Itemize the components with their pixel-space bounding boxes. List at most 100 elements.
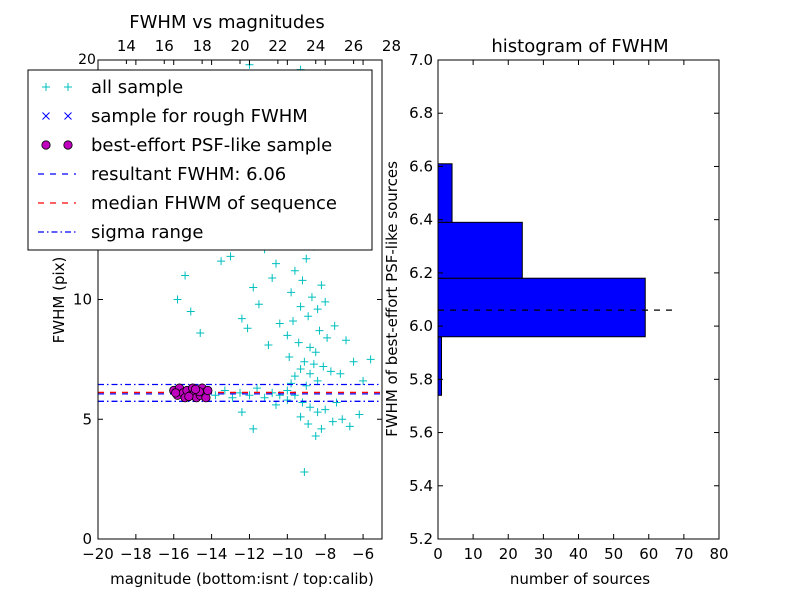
all-sample-point xyxy=(217,257,226,266)
all-sample-point xyxy=(313,408,322,417)
all-sample-point xyxy=(306,369,315,378)
top-tick-label: 20 xyxy=(230,37,249,55)
x-tick-label: 40 xyxy=(569,545,588,563)
x-tick-label: −12 xyxy=(234,545,266,563)
x-tick-label: −14 xyxy=(196,545,228,563)
right-x-axis-label: number of sources xyxy=(510,570,650,588)
all-sample-point xyxy=(311,348,320,357)
all-sample-point xyxy=(296,412,305,421)
x-tick-label: −18 xyxy=(120,545,152,563)
all-sample-point xyxy=(309,360,318,369)
fwhm-histogram-chart: histogram of FWHM 0 10 20 30 40 50 60 70 80 5.25… xyxy=(383,36,729,588)
all-sample-point xyxy=(211,391,220,400)
all-sample-point xyxy=(355,410,364,419)
all-sample-point xyxy=(275,319,284,328)
right-y-axis-label: FWHM of best-effort PSF-like sources xyxy=(383,161,401,437)
x-tick-label: 80 xyxy=(709,545,728,563)
fwhm-vs-magnitude-chart: FWHM vs magnitudes −20 −18 −16 −14 −12 −10 −8−… xyxy=(27,12,401,588)
all-sample-point xyxy=(328,417,337,426)
all-sample-point xyxy=(226,252,235,261)
legend-label: median FHWM of sequence xyxy=(91,193,337,214)
all-sample-point xyxy=(336,369,345,378)
all-sample-point xyxy=(300,467,309,476)
y-tick-label: 6.0 xyxy=(409,317,433,335)
top-tick-label: 24 xyxy=(306,37,325,55)
x-tick-label: 50 xyxy=(604,545,623,563)
all-sample-point xyxy=(302,254,311,263)
all-sample-point xyxy=(306,403,315,412)
all-sample-point xyxy=(264,341,273,350)
left-x-ticks: −20 −18 −16 −14 −12 −10 −8 −6 xyxy=(82,60,374,563)
all-sample-point xyxy=(321,405,330,414)
all-sample-point xyxy=(349,357,358,366)
all-sample-point xyxy=(311,432,320,441)
x-tick-label: −8 xyxy=(314,545,336,563)
y-tick-label: 0 xyxy=(82,530,92,548)
x-tick-label: 20 xyxy=(499,545,518,563)
all-sample-point xyxy=(245,391,254,400)
all-sample-point xyxy=(359,376,368,385)
all-sample-point xyxy=(338,415,347,424)
all-sample-point xyxy=(300,357,309,366)
all-sample-point xyxy=(342,336,351,345)
all-sample-point xyxy=(326,367,335,376)
top-tick-label: 22 xyxy=(268,37,287,55)
y-tick-label: 5 xyxy=(82,410,92,428)
y-tick-label: 7.0 xyxy=(409,51,433,69)
all-sample-point xyxy=(306,343,315,352)
y-tick-label: 5.4 xyxy=(409,477,433,495)
all-sample-point xyxy=(313,376,322,385)
all-sample-point xyxy=(313,305,322,314)
all-sample-point xyxy=(285,352,294,361)
right-x-ticks: 0 10 20 30 40 50 60 70 80 xyxy=(433,60,729,563)
all-sample-point xyxy=(243,324,252,333)
all-sample-point xyxy=(290,266,299,275)
psf-sample-point xyxy=(190,384,201,394)
all-sample-point xyxy=(319,362,328,371)
psf-sample-point xyxy=(203,385,213,396)
all-sample-point xyxy=(315,326,324,335)
x-tick-label: 70 xyxy=(674,545,693,563)
top-tick-label: 18 xyxy=(193,37,212,55)
all-sample-point xyxy=(289,317,298,326)
all-sample-point xyxy=(307,293,316,302)
all-sample-point xyxy=(287,379,296,388)
left-y-axis-label: FWHM (pix) xyxy=(50,257,68,344)
top-tick-label: 16 xyxy=(155,37,174,55)
histogram-bar xyxy=(437,163,453,223)
y-tick-label: 6.2 xyxy=(409,264,433,282)
all-sample-point xyxy=(296,364,305,373)
legend-marker-x xyxy=(64,112,72,120)
left-top-extra-label: 20 xyxy=(78,52,96,68)
legend-marker-circle xyxy=(63,140,73,150)
all-sample-point xyxy=(298,398,307,407)
all-sample-point xyxy=(254,300,263,309)
y-tick-label: 5.2 xyxy=(409,530,433,548)
all-sample-point xyxy=(268,273,277,282)
histogram-bar xyxy=(437,336,443,396)
y-tick-label: 5.8 xyxy=(409,370,433,388)
psf-sample-point xyxy=(184,391,194,402)
legend-box xyxy=(27,69,373,251)
all-sample-point xyxy=(283,331,292,340)
all-sample-point xyxy=(317,424,326,433)
legend-marker-plus xyxy=(42,83,50,91)
all-sample-point xyxy=(321,297,330,306)
legend-marker-x xyxy=(42,112,50,120)
all-sample-point xyxy=(173,295,182,304)
all-sample-point xyxy=(253,384,262,393)
all-sample-point xyxy=(294,338,303,347)
all-sample-point xyxy=(330,321,339,330)
all-sample-point xyxy=(287,288,296,297)
x-tick-label: 60 xyxy=(639,545,658,563)
right-chart-title: histogram of FWHM xyxy=(491,36,668,57)
x-tick-label: −10 xyxy=(272,545,304,563)
all-sample-point xyxy=(332,398,341,407)
top-tick-label: 28 xyxy=(382,37,401,55)
all-sample-point xyxy=(228,393,237,402)
x-tick-label: 10 xyxy=(464,545,483,563)
x-tick-label: −6 xyxy=(352,545,374,563)
legend-label: sigma range xyxy=(91,222,203,243)
all-sample-point xyxy=(283,396,292,405)
all-sample-point xyxy=(283,386,292,395)
